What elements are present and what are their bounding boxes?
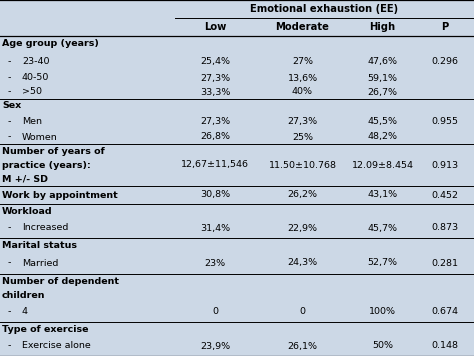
Text: Marital status: Marital status — [2, 241, 77, 250]
Text: Women: Women — [22, 132, 58, 141]
Text: 0.452: 0.452 — [431, 190, 458, 199]
Text: Married: Married — [22, 258, 58, 267]
Text: children: children — [2, 290, 46, 299]
Text: Emotional exhaustion (EE): Emotional exhaustion (EE) — [250, 4, 399, 14]
Text: Number of dependent: Number of dependent — [2, 277, 119, 286]
Text: 45,7%: 45,7% — [367, 224, 398, 232]
Text: -: - — [8, 308, 11, 316]
Text: 25%: 25% — [292, 132, 313, 141]
Text: 33,3%: 33,3% — [200, 88, 230, 96]
Text: Low: Low — [204, 22, 226, 32]
Text: 50%: 50% — [372, 341, 393, 351]
Text: 0.674: 0.674 — [431, 308, 458, 316]
Text: 4: 4 — [22, 308, 28, 316]
Text: 13,6%: 13,6% — [287, 73, 318, 83]
Text: -: - — [8, 341, 11, 351]
Text: Exercise alone: Exercise alone — [22, 341, 91, 351]
Text: 0.913: 0.913 — [431, 161, 458, 169]
Text: -: - — [8, 117, 11, 126]
Text: -: - — [8, 258, 11, 267]
Text: -: - — [8, 88, 11, 96]
Text: Work by appointment: Work by appointment — [2, 190, 118, 199]
Text: practice (years):: practice (years): — [2, 161, 91, 169]
Text: 40-50: 40-50 — [22, 73, 49, 83]
Text: -: - — [8, 57, 11, 66]
Text: -: - — [8, 73, 11, 83]
Text: 26,8%: 26,8% — [200, 132, 230, 141]
Text: 0.281: 0.281 — [431, 258, 458, 267]
Text: 27,3%: 27,3% — [200, 117, 230, 126]
Text: 27,3%: 27,3% — [287, 117, 318, 126]
Text: 26,7%: 26,7% — [367, 88, 398, 96]
Text: 0.873: 0.873 — [431, 224, 458, 232]
Text: 43,1%: 43,1% — [367, 190, 398, 199]
Text: P: P — [441, 22, 448, 32]
Text: -: - — [8, 224, 11, 232]
Text: 11.50±10.768: 11.50±10.768 — [268, 161, 337, 169]
Text: Age group (years): Age group (years) — [2, 40, 99, 48]
Text: Type of exercise: Type of exercise — [2, 325, 89, 334]
Text: -: - — [8, 132, 11, 141]
Text: 26,1%: 26,1% — [288, 341, 318, 351]
Text: 27,3%: 27,3% — [200, 73, 230, 83]
Text: 100%: 100% — [369, 308, 396, 316]
Text: M +/- SD: M +/- SD — [2, 174, 48, 183]
Text: 0: 0 — [300, 308, 306, 316]
Text: 12,67±11,546: 12,67±11,546 — [181, 161, 249, 169]
Text: 47,6%: 47,6% — [367, 57, 398, 66]
Text: 48,2%: 48,2% — [367, 132, 398, 141]
Text: 27%: 27% — [292, 57, 313, 66]
Text: 31,4%: 31,4% — [200, 224, 230, 232]
Text: High: High — [369, 22, 396, 32]
Text: 24,3%: 24,3% — [287, 258, 318, 267]
Text: 12.09±8.454: 12.09±8.454 — [352, 161, 413, 169]
Text: 26,2%: 26,2% — [288, 190, 318, 199]
Text: Moderate: Moderate — [275, 22, 329, 32]
Text: 59,1%: 59,1% — [367, 73, 398, 83]
Text: Sex: Sex — [2, 101, 21, 110]
Text: Number of years of: Number of years of — [2, 147, 105, 156]
Text: 23,9%: 23,9% — [200, 341, 230, 351]
Text: 0.955: 0.955 — [431, 117, 458, 126]
Text: Increased: Increased — [22, 224, 68, 232]
Text: 0.296: 0.296 — [431, 57, 458, 66]
Text: 40%: 40% — [292, 88, 313, 96]
Text: Workload: Workload — [2, 206, 53, 215]
Text: Men: Men — [22, 117, 42, 126]
Text: 22,9%: 22,9% — [288, 224, 318, 232]
Text: 45,5%: 45,5% — [367, 117, 398, 126]
Text: 0.148: 0.148 — [431, 341, 458, 351]
Text: 23-40: 23-40 — [22, 57, 49, 66]
Text: 52,7%: 52,7% — [367, 258, 398, 267]
Text: >50: >50 — [22, 88, 42, 96]
Text: 25,4%: 25,4% — [200, 57, 230, 66]
Text: 23%: 23% — [204, 258, 226, 267]
Text: 30,8%: 30,8% — [200, 190, 230, 199]
Text: 0: 0 — [212, 308, 218, 316]
